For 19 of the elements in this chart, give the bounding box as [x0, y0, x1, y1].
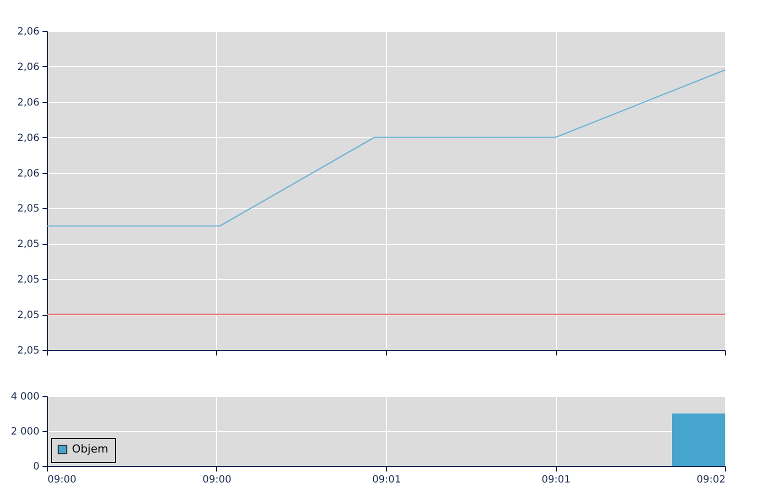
y-tick-label: 0 [33, 462, 40, 472]
x-tick-label: 09:02 [696, 474, 726, 486]
y-tick-label: 2,05 [17, 310, 40, 322]
y-tick-label: 2,05 [17, 204, 40, 215]
y-tick-label: 2,06 [17, 62, 40, 73]
y-tick-label: 4 000 [10, 392, 40, 402]
legend-label: Objem [72, 442, 108, 456]
y-tick-label: 2,05 [17, 239, 40, 250]
y-tick-label: 2,06 [17, 97, 40, 108]
x-tick-label: 09:00 [202, 474, 232, 486]
y-tick-label: 2,06 [17, 26, 40, 38]
y-tick-label: 2,06 [17, 168, 40, 180]
x-tick-label: 09:00 [48, 474, 76, 486]
y-tick-label: 2,05 [17, 274, 40, 286]
x-tick-label: 09:01 [372, 474, 402, 486]
y-tick-label: 2,05 [17, 346, 40, 356]
y-tick-label: 2 000 [10, 426, 40, 438]
x-tick-label: 09:01 [542, 474, 570, 486]
y-tick-label: 2,06 [17, 132, 40, 144]
